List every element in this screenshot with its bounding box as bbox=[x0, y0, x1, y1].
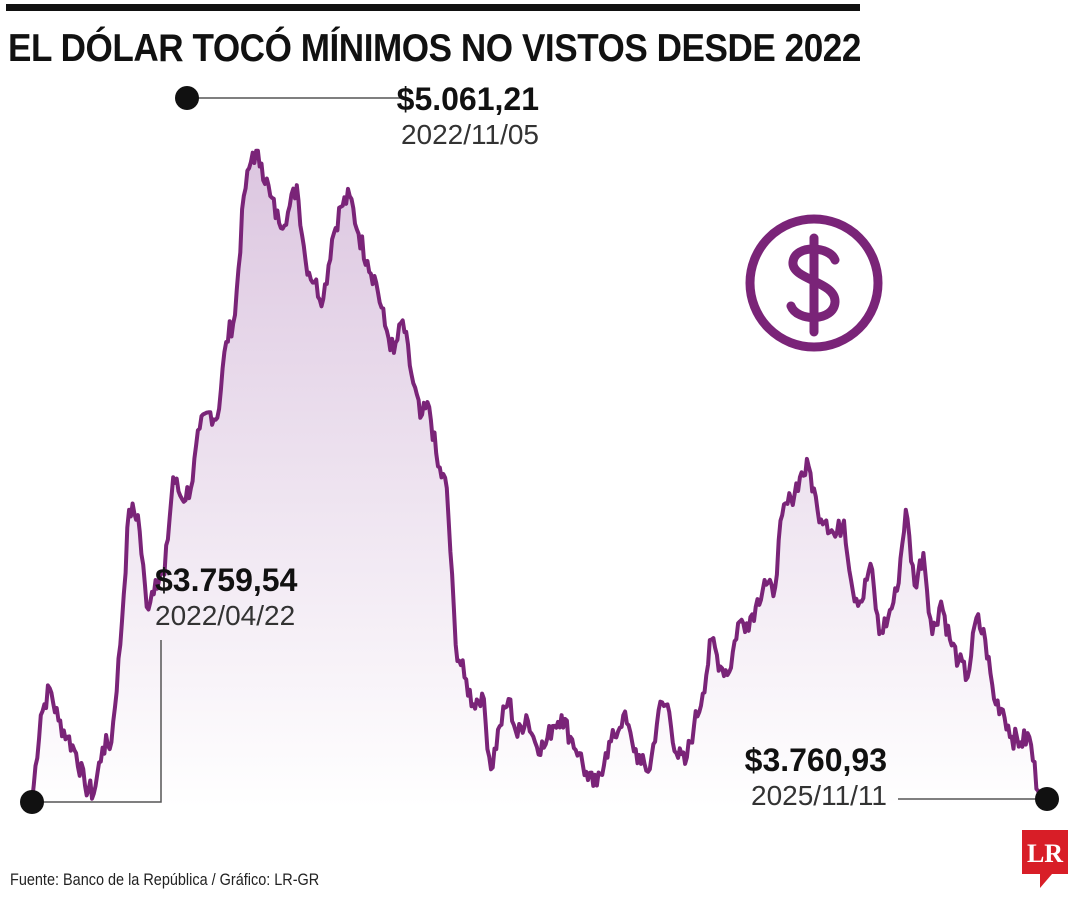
dollar-circle-icon bbox=[745, 214, 883, 352]
marker-start: $3.759,54 2022/04/22 bbox=[20, 562, 298, 814]
marker-dot-start bbox=[20, 790, 44, 814]
start-date-label: 2022/04/22 bbox=[155, 600, 295, 631]
end-date-label: 2025/11/11 bbox=[751, 780, 887, 811]
area-fill bbox=[32, 150, 1047, 808]
start-value-label: $3.759,54 bbox=[155, 562, 298, 598]
marker-peak: $5.061,21 2022/11/05 bbox=[175, 81, 539, 150]
marker-dot-peak bbox=[175, 86, 199, 110]
peak-date-label: 2022/11/05 bbox=[401, 119, 539, 150]
source-note: Fuente: Banco de la República / Gráfico:… bbox=[10, 870, 320, 889]
series-line bbox=[30, 148, 1049, 808]
logo-text: LR bbox=[1027, 839, 1063, 868]
leader-line-start bbox=[32, 640, 162, 803]
marker-dot-end bbox=[1035, 787, 1059, 811]
peak-value-label: $5.061,21 bbox=[397, 81, 539, 117]
top-rule bbox=[6, 4, 860, 11]
marker-end: $3.760,93 2025/11/11 bbox=[745, 742, 1059, 811]
end-value-label: $3.760,93 bbox=[745, 742, 887, 778]
chart-title: EL DÓLAR TOCÓ MÍNIMOS NO VISTOS DESDE 20… bbox=[8, 27, 861, 70]
lr-logo: LR bbox=[1022, 830, 1068, 888]
